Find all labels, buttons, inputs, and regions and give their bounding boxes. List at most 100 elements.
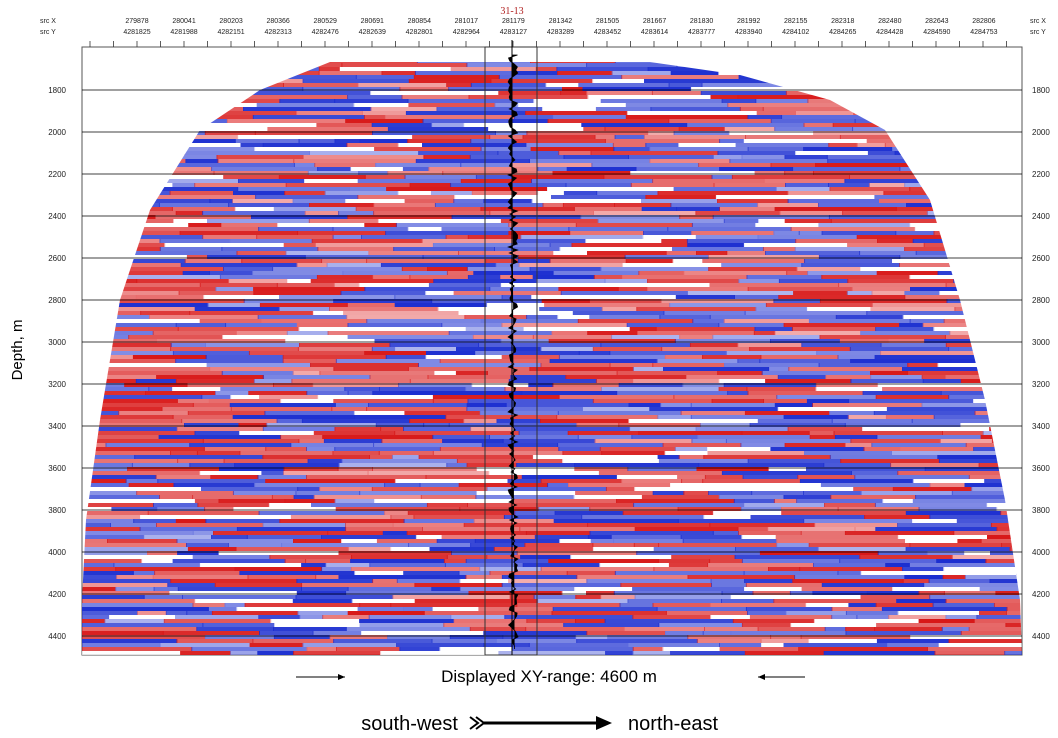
seismic-stripe	[696, 251, 728, 255]
seismic-stripe	[409, 419, 465, 423]
depth-tick-label: 3000	[48, 338, 66, 347]
seismic-stripe	[589, 531, 714, 535]
seismic-stripe	[82, 395, 203, 399]
seismic-stripe	[562, 459, 660, 463]
seismic-stripe	[202, 211, 306, 215]
seismic-stripe	[713, 183, 786, 187]
seismic-stripe	[413, 75, 500, 79]
seismic-stripe	[480, 319, 579, 323]
seismic-stripe	[519, 527, 636, 531]
seismic-stripe	[770, 447, 865, 451]
seismic-stripe	[223, 175, 280, 179]
seismic-stripe	[239, 571, 356, 575]
seismic-stripe	[379, 387, 467, 391]
seismic-stripe	[237, 135, 322, 139]
seismic-stripe	[867, 151, 896, 155]
seismic-stripe	[621, 479, 683, 483]
seismic-stripe	[656, 359, 739, 363]
seismic-stripe	[824, 627, 847, 631]
seismic-stripe	[560, 291, 688, 295]
seismic-stripe	[373, 211, 491, 215]
seismic-stripe	[390, 547, 431, 551]
seismic-stripe	[172, 163, 295, 167]
seismic-stripe	[643, 231, 693, 235]
seismic-stripe	[864, 515, 931, 519]
seismic-stripe	[581, 123, 688, 127]
seismic-stripe	[539, 307, 603, 311]
seismic-stripe	[321, 259, 368, 263]
depth-tick-label: 3600	[48, 464, 66, 473]
seismic-stripe	[525, 111, 628, 115]
seismic-stripe	[863, 447, 901, 451]
seismic-stripe	[114, 299, 245, 303]
seismic-stripe	[561, 591, 587, 595]
seismic-stripe	[814, 523, 898, 527]
seismic-stripe	[989, 579, 1022, 583]
seismic-stripe	[141, 559, 174, 563]
seismic-stripe	[235, 331, 288, 335]
seismic-stripe	[821, 275, 911, 279]
seismic-stripe	[456, 459, 564, 463]
seismic-stripe	[616, 475, 679, 479]
seismic-stripe	[785, 483, 822, 487]
seismic-stripe	[723, 383, 817, 387]
seismic-stripe	[132, 227, 260, 231]
seismic-stripe	[304, 179, 359, 183]
seismic-stripe	[353, 103, 410, 107]
seismic-stripe	[407, 367, 531, 371]
seismic-stripe	[547, 187, 675, 191]
depth-tick-label: 2200	[48, 170, 66, 179]
seismic-stripe	[695, 427, 789, 431]
seismic-stripe	[587, 95, 712, 99]
seismic-stripe	[314, 243, 434, 247]
seismic-stripe	[709, 559, 743, 563]
seismic-stripe	[493, 547, 594, 551]
src-y-value: 4283452	[594, 29, 621, 36]
seismic-stripe	[717, 151, 797, 155]
seismic-stripe	[524, 543, 594, 547]
seismic-stripe	[777, 375, 827, 379]
seismic-stripe	[708, 267, 798, 271]
seismic-stripe	[885, 563, 910, 567]
seismic-stripe	[463, 419, 498, 423]
seismic-stripe	[670, 651, 746, 655]
seismic-stripe	[799, 479, 914, 483]
seismic-stripe	[682, 539, 778, 543]
seismic-stripe	[660, 403, 692, 407]
seismic-stripe	[416, 62, 531, 63]
seismic-stripe	[407, 227, 443, 231]
seismic-stripe	[711, 175, 733, 179]
seismic-stripe	[183, 151, 310, 155]
seismic-stripe	[472, 335, 534, 339]
seismic-stripe	[701, 83, 808, 87]
seismic-stripe	[485, 259, 519, 263]
seismic-stripe	[139, 527, 238, 531]
seismic-stripe	[423, 155, 471, 159]
seismic-stripe	[82, 387, 150, 391]
seismic-stripe	[376, 539, 438, 543]
seismic-stripe	[540, 363, 611, 367]
seismic-stripe	[425, 475, 523, 479]
seismic-stripe	[333, 283, 360, 287]
seismic-stripe	[616, 371, 719, 375]
seismic-stripe	[752, 591, 791, 595]
seismic-stripe	[831, 607, 883, 611]
seismic-stripe	[595, 379, 634, 383]
seismic-stripe	[829, 455, 939, 459]
seismic-stripe	[749, 615, 833, 619]
seismic-stripe	[680, 411, 746, 415]
seismic-stripe	[280, 399, 335, 403]
seismic-stripe	[466, 407, 583, 411]
seismic-stripe	[521, 475, 618, 479]
seismic-stripe	[340, 291, 427, 295]
seismic-stripe	[105, 443, 191, 447]
depth-tick-label: 4400	[48, 632, 66, 641]
seismic-stripe	[335, 359, 441, 363]
seismic-stripe	[828, 143, 858, 147]
seismic-stripe	[717, 199, 789, 203]
seismic-stripe	[601, 387, 720, 391]
seismic-stripe	[592, 543, 635, 547]
seismic-stripe	[763, 179, 846, 183]
seismic-stripe	[359, 139, 409, 143]
seismic-stripe	[324, 191, 399, 195]
